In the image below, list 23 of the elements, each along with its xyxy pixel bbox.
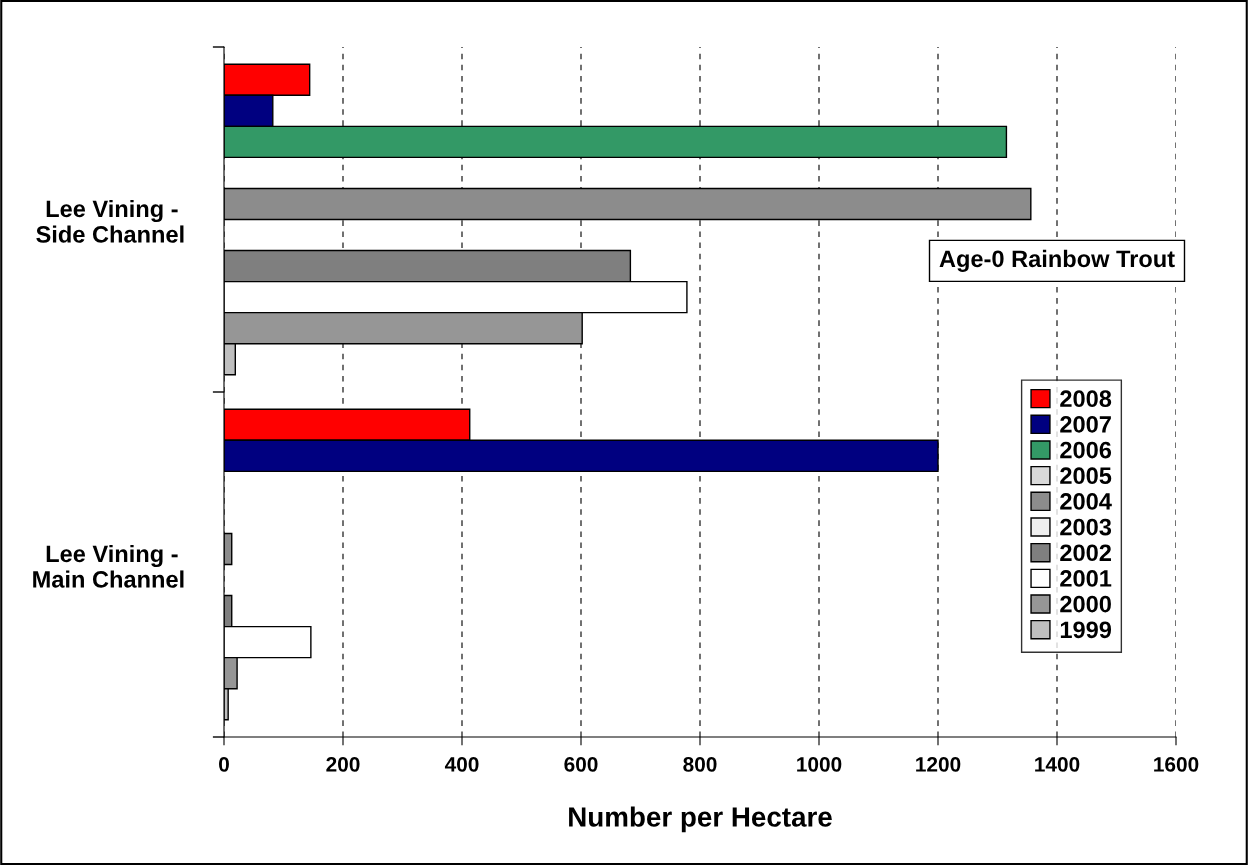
legend-label: 2006 [1060, 441, 1112, 459]
x-axis-title: Number per Hectare [569, 806, 832, 833]
legend-label: 2001 [1060, 570, 1112, 587]
x-tick-label: 400 [444, 756, 479, 772]
legend-label: 2004 [1060, 493, 1112, 510]
legend-label: 2008 [1060, 390, 1112, 408]
x-tick-label: 600 [564, 756, 598, 772]
x-tick-label: 1200 [916, 756, 961, 772]
legend-label: 2007 [1060, 416, 1111, 433]
legend-label: 2002 [1060, 544, 1111, 562]
annotation: Age-0 Rainbow Trout [939, 249, 1175, 272]
y-tick-label: Lee Vining - Main Channel [33, 544, 184, 588]
x-tick-label: 200 [326, 756, 360, 772]
legend-label: 2005 [1060, 467, 1112, 485]
x-tick-label: 1000 [797, 756, 842, 772]
y-tick-label: Lee Vining - Side Channel [36, 199, 184, 243]
x-tick-label: 0 [219, 756, 229, 772]
legend-label: 1999 [1060, 621, 1112, 639]
legend-label: 2003 [1060, 518, 1112, 536]
x-tick-label: 1400 [1035, 756, 1080, 772]
x-tick-label: 1600 [1154, 756, 1199, 772]
legend-label: 2000 [1060, 595, 1111, 613]
x-tick-label: 800 [683, 756, 717, 772]
